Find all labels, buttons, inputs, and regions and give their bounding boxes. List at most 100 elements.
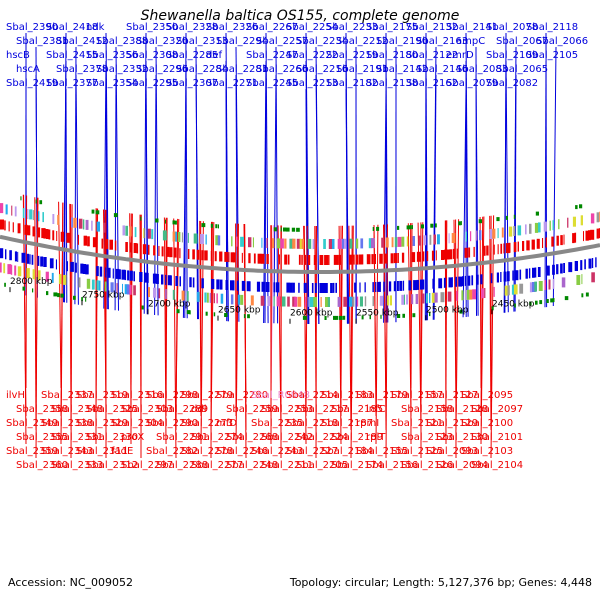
gene-feature — [372, 227, 374, 231]
gene-feature — [581, 274, 583, 285]
gene-feature — [330, 283, 333, 293]
gene-feature — [507, 285, 510, 296]
gene-feature — [576, 275, 581, 285]
gene-feature — [35, 199, 37, 204]
gene-label-reverse: mfD — [216, 418, 237, 429]
gene-label-forward: Sbal_2328 — [166, 22, 218, 33]
gene-label-reverse: Sbal_2337 — [41, 390, 93, 401]
gene-label-reverse: Sbal_2268 — [226, 432, 278, 443]
gene-feature — [397, 253, 399, 263]
gene-feature — [291, 227, 296, 232]
gene-label-reverse: Sbal_2211 — [261, 460, 313, 471]
gene-feature — [335, 315, 339, 320]
gene-feature — [447, 291, 452, 302]
gene-label-reverse: Sbal_2311 — [76, 446, 128, 457]
gene-feature — [486, 245, 489, 256]
gene-feature — [403, 280, 405, 291]
gene-feature — [266, 238, 268, 248]
gene-label-reverse: Sbal_2189 — [331, 432, 383, 443]
gene-feature — [288, 254, 290, 265]
gene-feature — [271, 238, 275, 249]
gene-label-reverse: Sbal_2325 — [86, 404, 138, 415]
gene-label-reverse: Sbal_2279 — [181, 390, 233, 401]
gene-feature — [158, 246, 160, 256]
gene-feature — [399, 280, 403, 291]
gene-feature — [115, 268, 120, 279]
leader-line — [173, 218, 177, 459]
cds-track-forward — [0, 248, 597, 293]
gene-label-forward: Sbal_2296 — [136, 64, 188, 75]
gene-feature — [426, 251, 429, 262]
gene-feature — [313, 255, 317, 265]
gene-feature — [296, 238, 301, 249]
map-title: Shewanella baltica OS155, complete genom… — [140, 8, 460, 24]
gene-feature — [538, 222, 541, 233]
gene-feature — [280, 238, 284, 249]
gene-feature — [473, 246, 475, 257]
gene-label-reverse: Sbal_R0048 — [251, 390, 310, 401]
gene-feature — [220, 293, 224, 304]
gene-feature — [584, 259, 586, 270]
gene-label-reverse: rpmI — [356, 418, 379, 429]
gene-feature — [196, 291, 200, 302]
gene-feature — [210, 250, 213, 261]
gene-feature — [508, 242, 511, 253]
gene-feature — [152, 273, 157, 284]
gene-feature — [343, 296, 348, 307]
gene-feature — [538, 281, 543, 291]
gene-feature — [273, 227, 277, 232]
gene-label-reverse: Sbal_2288 — [156, 460, 208, 471]
gene-feature — [204, 250, 208, 261]
gene-feature — [484, 288, 486, 298]
gene-feature — [483, 245, 486, 256]
gene-label-reverse: Sbal_2129 — [426, 418, 478, 429]
scale-tick-label: 2750 kbp — [82, 290, 125, 300]
gene-feature — [372, 282, 374, 293]
gene-feature — [294, 296, 298, 307]
gene-feature — [467, 275, 471, 286]
gene-label-reverse: Sbal_2127 — [426, 390, 478, 401]
gene-label-forward: Sbal_2180 — [366, 50, 418, 61]
gene-feature — [301, 254, 303, 265]
gene-label-forward: Sbal_2216 — [296, 64, 348, 75]
gene-feature — [591, 258, 594, 268]
gene-feature — [211, 279, 215, 289]
gene-feature — [480, 274, 483, 285]
gene-label-reverse: Sbal_2126 — [401, 460, 453, 471]
gene-feature — [390, 253, 394, 264]
gene-label-forward: Sbal_2284 — [176, 64, 228, 75]
gene-label-reverse: proX — [121, 432, 144, 443]
gene-feature — [66, 232, 70, 243]
gene-feature — [91, 220, 93, 231]
gene-feature — [501, 227, 504, 238]
leader-line — [23, 194, 27, 445]
gene-feature — [83, 235, 87, 246]
gene-feature — [372, 296, 374, 307]
gene-feature — [408, 280, 412, 291]
gene-feature — [141, 305, 144, 310]
gene-feature — [360, 238, 364, 249]
gene-feature — [337, 296, 341, 307]
gene-feature — [5, 249, 7, 260]
gene-feature — [319, 283, 323, 293]
gene-feature — [397, 314, 401, 318]
gene-label-forward: Sbal_2294 — [216, 36, 268, 47]
gene-label-reverse: Sbal_2280 — [216, 390, 268, 401]
gene-feature — [512, 270, 514, 281]
gene-feature — [438, 278, 443, 289]
gene-feature — [158, 288, 161, 299]
gene-feature — [292, 296, 296, 307]
gene-feature — [92, 237, 97, 248]
gene-feature — [307, 238, 312, 249]
gene-feature — [52, 230, 55, 241]
gene-label-forward: Sbal_2412 — [56, 36, 108, 47]
gene-feature — [261, 281, 266, 292]
gene-label-forward: Sbal_2245 — [246, 78, 298, 89]
gene-feature — [147, 272, 149, 283]
gene-feature — [572, 216, 576, 227]
scale-tick-label: 2550 kbp — [356, 309, 399, 319]
gene-feature — [96, 221, 100, 232]
gene-feature — [151, 229, 154, 240]
gene-feature — [505, 243, 510, 254]
gene-feature — [231, 236, 233, 247]
